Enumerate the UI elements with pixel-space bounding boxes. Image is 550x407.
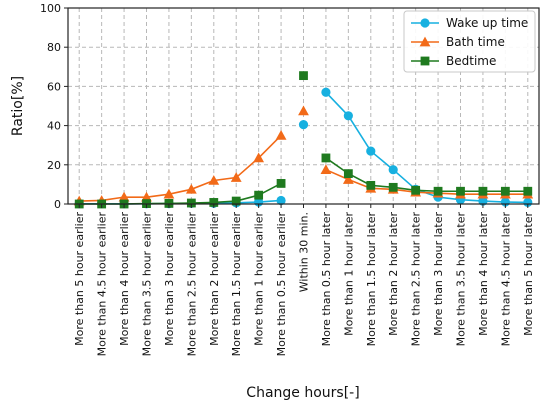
data-point [433, 186, 443, 196]
legend: Wake up time Bath time Bedtime [403, 10, 536, 73]
data-point [276, 195, 286, 206]
x-tick-label: More than 4.5 hour later [499, 212, 512, 347]
data-point [366, 146, 376, 156]
x-tick-label: Within 30 min. [298, 212, 311, 292]
x-tick-label: More than 4 hour earlier [118, 212, 131, 346]
series-line [325, 157, 528, 193]
data-point [523, 197, 533, 208]
x-tick-label: More than 5 hour later [522, 212, 535, 336]
data-point [456, 186, 465, 196]
x-tick-label: More than 2 hour later [387, 212, 400, 336]
y-tick-label: 60 [47, 80, 61, 93]
data-point [253, 152, 265, 163]
x-tick-label: More than 3.5 hour later [455, 212, 468, 347]
y-tick-label: 40 [47, 120, 61, 133]
data-point [366, 180, 376, 190]
x-tick-label: More than 0.5 hour later [320, 212, 333, 347]
data-point [186, 198, 196, 208]
data-point [388, 182, 398, 192]
legend-marker [420, 56, 430, 66]
data-point [208, 175, 220, 185]
data-point [299, 71, 308, 81]
x-tick-label: More than 1.5 hour earlier [230, 212, 243, 357]
series-line [79, 134, 282, 202]
data-point [321, 87, 331, 97]
data-point [276, 179, 286, 188]
data-point [320, 164, 332, 175]
x-tick-label: More than 3 hour later [432, 212, 445, 336]
data-point [275, 130, 287, 140]
x-tick-label: More than 5 hour earlier [73, 212, 86, 346]
data-point [298, 120, 309, 130]
x-tick-label: More than 2.5 hour later [410, 212, 423, 347]
x-tick-label: More than 2 hour earlier [208, 212, 221, 346]
data-point [209, 198, 219, 207]
x-tick-label: More than 1 hour later [342, 212, 355, 336]
y-tick-label: 20 [47, 159, 61, 172]
x-tick-label: More than 2.5 hour earlier [185, 212, 198, 357]
legend-label: Bath time [446, 35, 505, 49]
x-tick-label: More than 3.5 hour earlier [141, 212, 154, 357]
data-point [185, 183, 197, 194]
legend-label: Bedtime [446, 54, 496, 68]
data-point [118, 191, 130, 202]
x-tick-label: More than 1.5 hour later [365, 212, 378, 347]
data-point [231, 196, 241, 206]
data-point [343, 169, 353, 179]
data-point [523, 186, 533, 196]
data-point [478, 186, 488, 196]
data-point [342, 174, 354, 184]
legend-box [403, 10, 536, 73]
data-point [163, 188, 175, 199]
data-point [321, 153, 331, 163]
axes: 0 20 40 60 80 100 More than 5 hour earlier More… [40, 2, 535, 356]
x-tick-label: More than 4 hour later [477, 212, 490, 336]
x-tick-label: More than 4.5 hour earlier [96, 212, 109, 357]
y-axis-title: Ratio[%] [10, 76, 26, 136]
data-point [141, 191, 152, 202]
data-point [411, 185, 421, 195]
data-point [388, 165, 398, 175]
y-tick-label: 80 [47, 41, 61, 54]
data-point [230, 172, 242, 182]
data-point [343, 111, 353, 121]
x-tick-label: More than 3 hour earlier [163, 212, 176, 346]
series-line [325, 168, 528, 195]
x-axis-title: Change hours[-] [246, 385, 359, 401]
x-tick-label: More than 1 hour earlier [253, 212, 266, 346]
legend-label: Wake up time [446, 16, 528, 30]
data-point [298, 105, 309, 116]
data-point [500, 186, 510, 196]
data-point [254, 190, 264, 200]
y-tick-label: 0 [54, 198, 61, 211]
x-tick-label: More than 0.5 hour earlier [275, 212, 288, 357]
data-point [478, 196, 488, 206]
legend-marker [419, 36, 431, 47]
y-tick-label: 100 [40, 2, 61, 15]
legend-marker [420, 18, 430, 28]
